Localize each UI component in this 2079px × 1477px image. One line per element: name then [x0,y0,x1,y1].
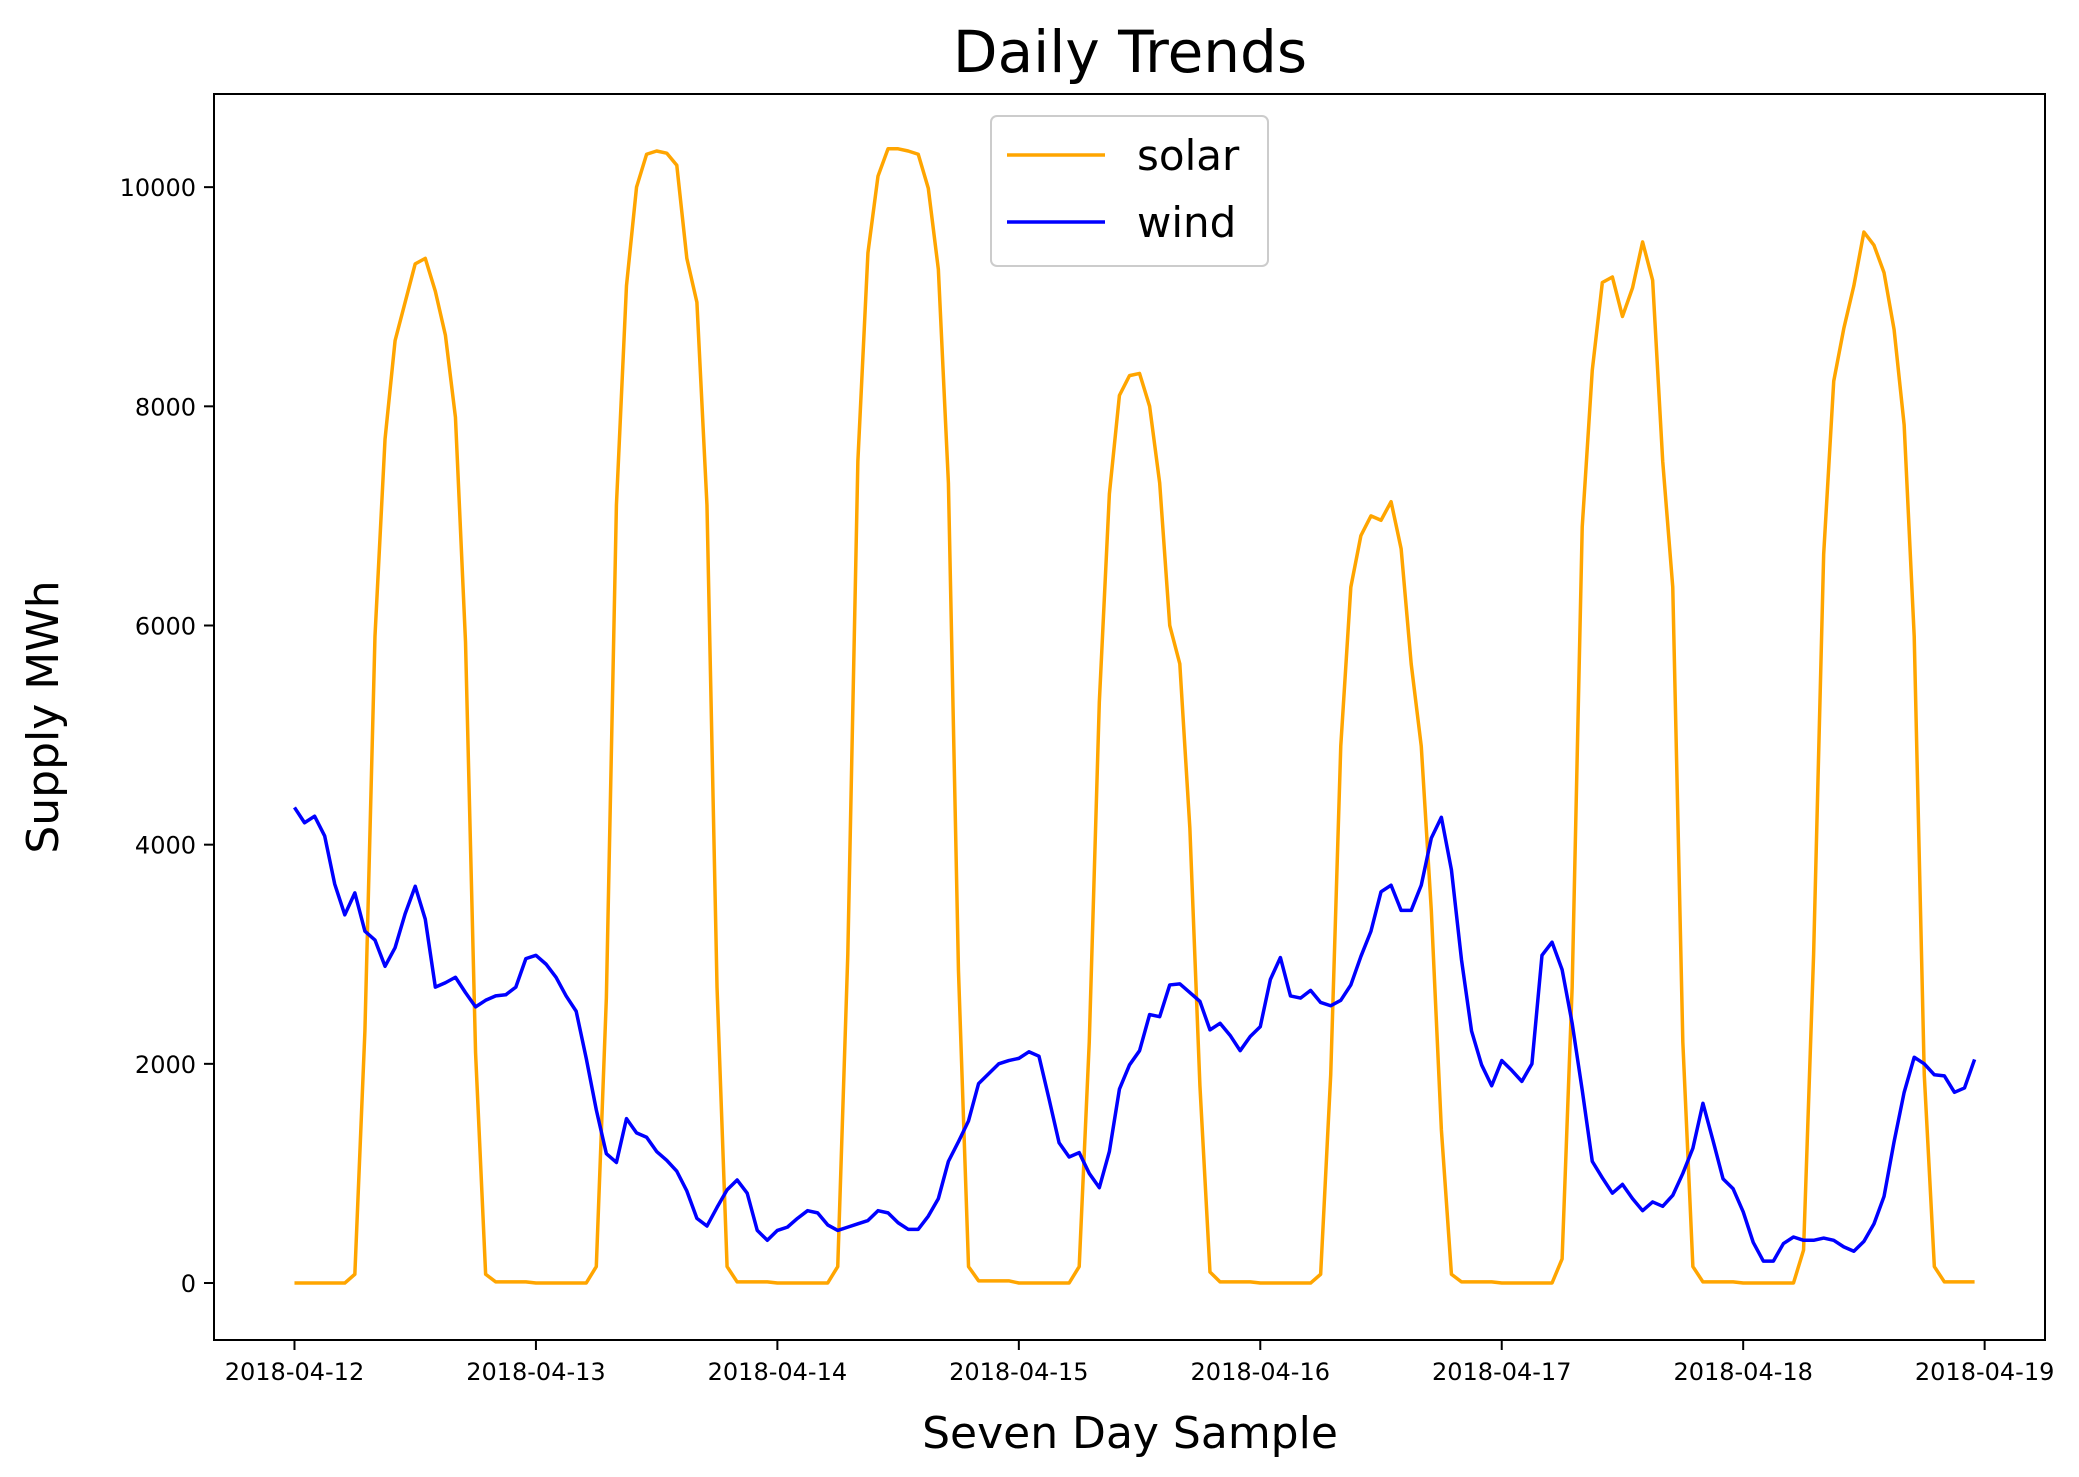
y-tick-label: 0 [181,1270,196,1298]
y-tick-label: 10000 [120,174,196,202]
y-tick-label: 4000 [135,832,196,860]
x-tick-label: 2018-04-16 [1191,1358,1330,1386]
y-tick-label: 8000 [135,393,196,421]
series-line-wind [293,806,1977,1263]
x-tick-label: 2018-04-17 [1432,1358,1571,1386]
y-axis-label: Supply MWh [18,580,69,853]
x-tick-label: 2018-04-14 [708,1358,847,1386]
x-tick-label: 2018-04-13 [466,1358,605,1386]
series-layer [293,147,1977,1285]
plot-area [213,93,2046,1341]
plot-frame [213,93,2046,1341]
x-axis-label: Seven Day Sample [922,1408,1338,1459]
y-tick-label: 6000 [135,612,196,640]
x-tick-label: 2018-04-18 [1673,1358,1812,1386]
legend: solar wind [990,115,1269,267]
chart-title: Daily Trends [953,18,1307,86]
y-tick-label: 2000 [135,1051,196,1079]
x-tick-label: 2018-04-15 [949,1358,1088,1386]
y-axis: 0 2000 4000 6000 8000 10000 [120,174,214,1298]
x-tick-label: 2018-04-12 [225,1358,364,1386]
x-axis: 2018-04-12 2018-04-13 2018-04-14 2018-04-15… [225,1340,2054,1386]
x-tick-label: 2018-04-19 [1915,1358,2054,1386]
series-line-solar [294,147,1975,1285]
legend-label-wind: wind [1137,198,1236,247]
legend-label-solar: solar [1137,131,1240,180]
